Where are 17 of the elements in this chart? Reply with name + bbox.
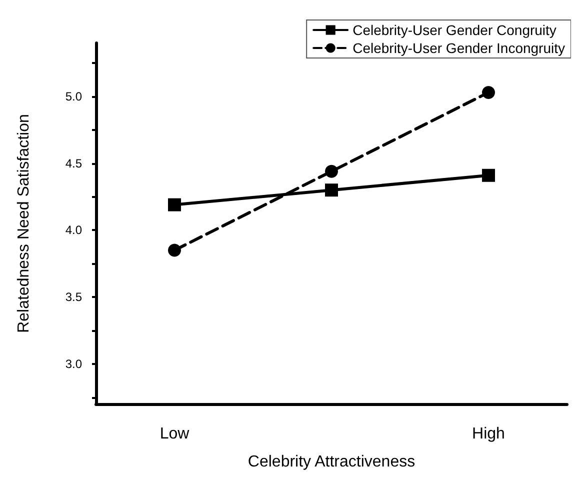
legend-label: Celebrity-User Gender Congruity xyxy=(352,22,556,38)
point xyxy=(482,168,495,182)
x-axis-title: Celebrity Attractiveness xyxy=(248,454,416,470)
y-tick-label: 3.5 xyxy=(65,290,82,304)
point xyxy=(482,86,495,99)
x-tick-label: High xyxy=(472,426,505,442)
y-axis-title: Relatedness Need Satisfaction xyxy=(16,114,32,333)
point xyxy=(325,184,338,197)
point xyxy=(168,244,181,257)
y-tick-label: 4.5 xyxy=(65,156,82,170)
y-tick-label: 4.0 xyxy=(65,223,82,238)
y-tick-label: 5.0 xyxy=(65,89,82,104)
y-tick-label: 3.0 xyxy=(65,356,82,371)
legend-label: Celebrity-User Gender Incongruity xyxy=(352,40,565,56)
point xyxy=(325,164,338,178)
x-tick-label: Low xyxy=(160,426,190,442)
point xyxy=(168,198,181,212)
